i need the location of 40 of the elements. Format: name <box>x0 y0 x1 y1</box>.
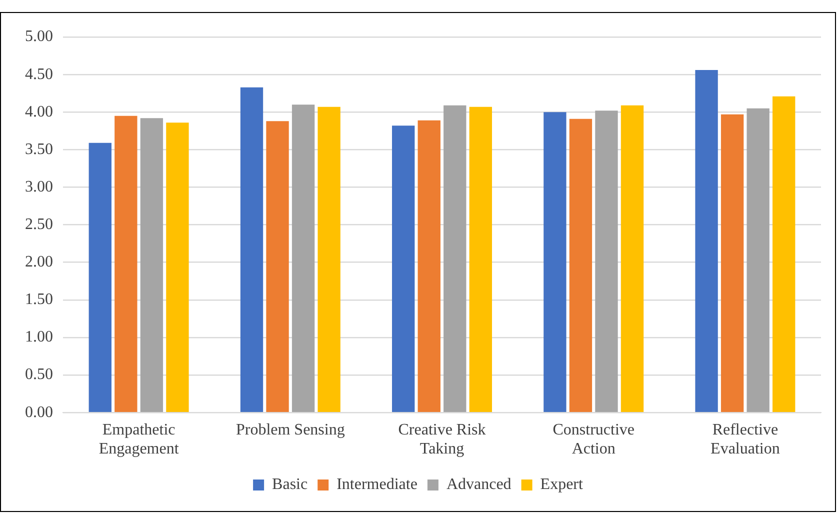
y-tick-label: 3.50 <box>25 140 53 158</box>
y-tick-label: 1.50 <box>25 291 53 308</box>
y-tick-label: 0.00 <box>25 404 53 421</box>
x-tick-label: Constructive Action <box>552 421 634 458</box>
legend-label: Basic <box>272 476 308 494</box>
y-tick-label: 3.00 <box>25 178 53 196</box>
y-tick-label: 2.50 <box>25 216 53 234</box>
bar <box>114 116 138 412</box>
x-tick-label: Empathetic Engagement <box>98 421 180 458</box>
bar <box>720 114 744 412</box>
bar <box>695 70 718 412</box>
bar <box>469 106 492 412</box>
bar <box>166 122 189 412</box>
bar <box>418 120 440 412</box>
bar <box>392 126 415 412</box>
x-tick-label: Problem Sensing <box>236 421 345 438</box>
bar <box>620 105 644 412</box>
y-tick-label: 1.00 <box>25 328 53 346</box>
legend-label: Intermediate <box>336 476 418 494</box>
x-tick-label: Creative Risk Taking <box>398 421 486 458</box>
bar <box>569 118 592 412</box>
legend-label: Expert <box>540 476 584 494</box>
y-tick-label: 4.00 <box>25 103 53 120</box>
bar <box>772 96 796 412</box>
bar <box>318 106 340 412</box>
bar <box>292 104 315 412</box>
y-tick-label: 5.00 <box>25 28 53 46</box>
x-tick-label: Reflective Evaluation <box>710 421 780 458</box>
y-tick-label: 2.00 <box>25 254 53 271</box>
bar <box>240 87 264 412</box>
y-tick-label: 4.50 <box>25 66 53 83</box>
bar <box>266 121 289 412</box>
bar <box>444 105 466 412</box>
bar <box>595 110 618 412</box>
y-tick-label: 0.50 <box>25 366 53 384</box>
legend-label: Advanced <box>446 476 512 494</box>
bar <box>746 108 770 412</box>
bar <box>140 118 164 412</box>
bar <box>544 112 566 412</box>
bar <box>88 142 112 412</box>
